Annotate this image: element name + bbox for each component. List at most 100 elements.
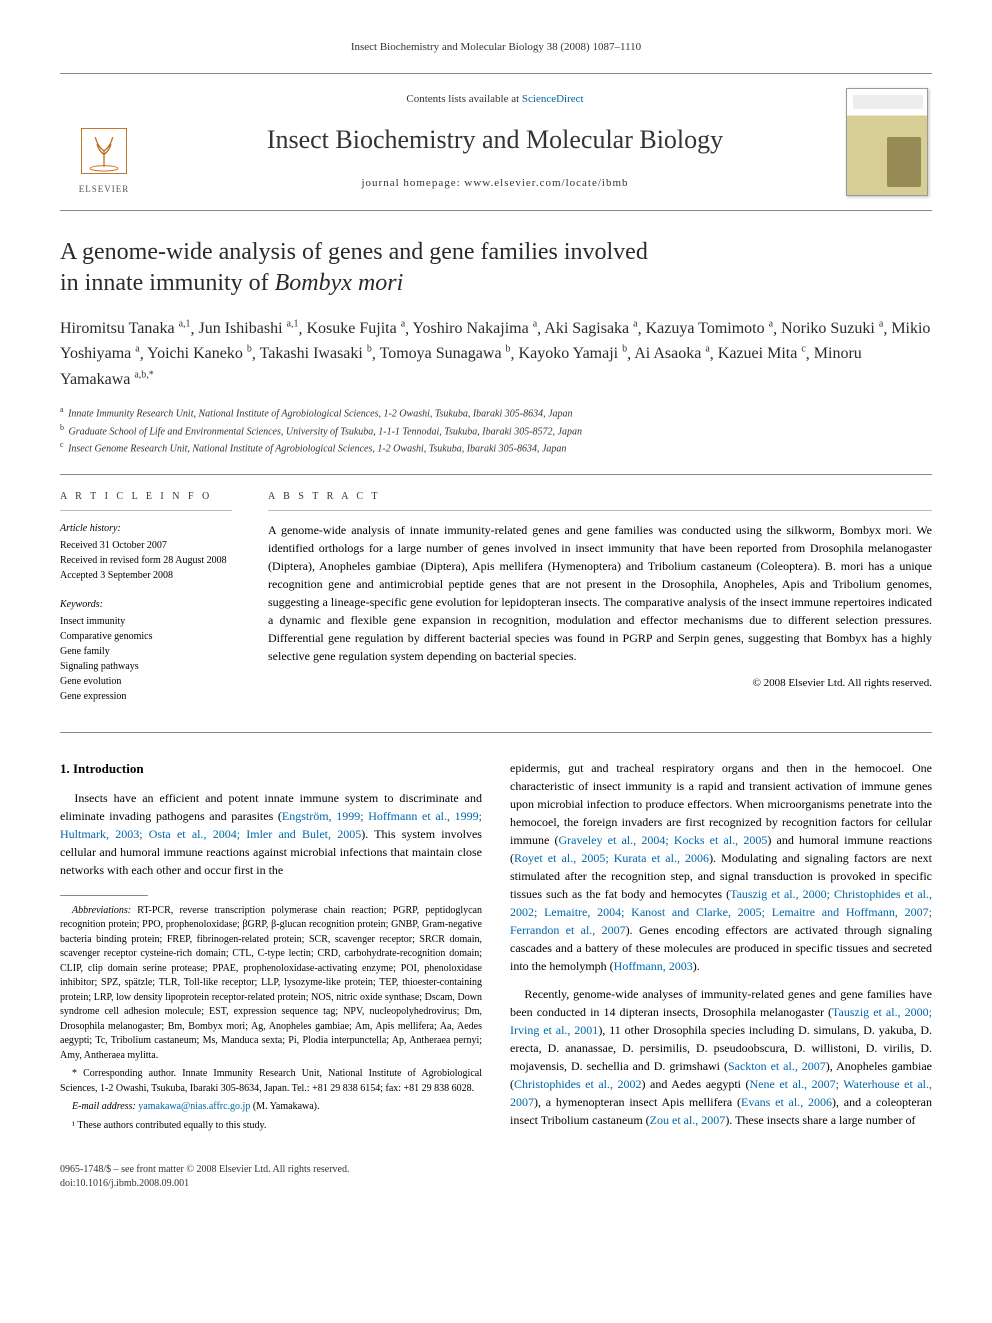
author: Noriko Suzuki a [781,320,883,337]
title-species: Bombyx mori [275,270,404,296]
author: Takashi Iwasaki b [260,345,372,362]
publisher-logo-block: ELSEVIER [60,82,148,201]
keyword: Gene evolution [60,674,232,689]
column-right: epidermis, gut and tracheal respiratory … [510,759,932,1139]
author: Jun Ishibashi a,1 [199,320,299,337]
corresponding-author-footnote: * Corresponding author. Innate Immunity … [60,1067,482,1096]
body-text: ) and Aedes aegypti ( [642,1077,750,1091]
sciencedirect-link[interactable]: ScienceDirect [522,93,584,105]
author: Yoichi Kaneko b [147,345,252,362]
author-affil-sup: a [705,344,709,355]
history-label: Article history: [60,521,232,536]
author-affil-sup: a,b,* [134,369,153,380]
abstract-head: A B S T R A C T [268,489,932,511]
email-label: E-mail address: [72,1101,136,1112]
article-info: A R T I C L E I N F O Article history: R… [60,475,250,732]
author: Kazuei Mita c [718,345,806,362]
author-affil-sup: b [247,344,252,355]
author-affil-sup: a [633,319,637,330]
abbrev-text: RT-PCR, reverse transcription polymerase… [60,905,482,1061]
citation-link[interactable]: Evans et al., 2006 [741,1095,832,1109]
body-paragraph: epidermis, gut and tracheal respiratory … [510,759,932,975]
history-line: Received in revised form 28 August 2008 [60,553,232,568]
author-affil-sup: b [506,344,511,355]
journal-homepage: journal homepage: www.elsevier.com/locat… [156,176,834,191]
column-left: 1. Introduction Insects have an efficien… [60,759,482,1139]
keyword: Comparative genomics [60,629,232,644]
elsevier-tree-icon [74,121,134,181]
keyword: Signaling pathways [60,659,232,674]
affiliation: c Insect Genome Research Unit, National … [60,439,932,456]
author-affil-sup: a,1 [287,319,299,330]
info-abstract-row: A R T I C L E I N F O Article history: R… [60,474,932,733]
body-text: ). [693,959,700,973]
citation-link[interactable]: Royet et al., 2005; Kurata et al., 2006 [514,851,709,865]
footnotes: Abbreviations: RT-PCR, reverse transcrip… [60,904,482,1134]
page-footer: 0965-1748/$ – see front matter © 2008 El… [60,1163,932,1191]
authors-list: Hiromitsu Tanaka a,1, Jun Ishibashi a,1,… [60,317,932,392]
abbreviations-footnote: Abbreviations: RT-PCR, reverse transcrip… [60,904,482,1064]
affiliation: b Graduate School of Life and Environmen… [60,422,932,439]
body-columns: 1. Introduction Insects have an efficien… [60,759,932,1139]
citation-link[interactable]: Graveley et al., 2004; Kocks et al., 200… [559,833,768,847]
email-suffix: (M. Yamakawa). [250,1101,319,1112]
author-affil-sup: a [135,344,139,355]
body-text: ). These insects share a large number of [725,1113,915,1127]
history-line: Accepted 3 September 2008 [60,568,232,583]
author-affil-sup: a [769,319,773,330]
author-affil-sup: a [533,319,537,330]
author-affil-sup: c [801,344,805,355]
abstract-body: A genome-wide analysis of innate immunit… [268,521,932,665]
author: Kayoko Yamaji b [519,345,628,362]
email-footnote: E-mail address: yamakawa@nias.affrc.go.j… [60,1100,482,1115]
journal-cover-icon [846,88,928,196]
author: Ai Asaoka a [634,345,710,362]
body-text: ), a hymenopteran insect Apis mellifera … [534,1095,741,1109]
author: Kosuke Fujita a [306,320,405,337]
keywords-block: Keywords: Insect immunity Comparative ge… [60,597,232,704]
section-1-head: 1. Introduction [60,759,482,779]
footer-doi: doi:10.1016/j.ibmb.2008.09.001 [60,1177,349,1191]
affil-sup: a [60,405,66,414]
keywords-label: Keywords: [60,597,232,612]
journal-name: Insect Biochemistry and Molecular Biolog… [156,122,834,158]
author: Aki Sagisaka a [544,320,637,337]
email-link[interactable]: yamakawa@nias.affrc.go.jp [138,1101,250,1112]
masthead: ELSEVIER Contents lists available at Sci… [60,73,932,210]
contents-prefix: Contents lists available at [406,93,521,105]
publisher-label: ELSEVIER [79,183,130,196]
affil-sup: c [60,440,66,449]
author-affil-sup: a [879,319,883,330]
footer-copyright: 0965-1748/$ – see front matter © 2008 El… [60,1163,349,1177]
affiliation: a Innate Immunity Research Unit, Nationa… [60,404,932,421]
title-line2-prefix: in innate immunity of [60,270,275,296]
citation-link[interactable]: Christophides et al., 2002 [514,1077,642,1091]
citation-link[interactable]: Sackton et al., 2007 [728,1059,826,1073]
abbrev-label: Abbreviations: [72,905,131,916]
author-affil-sup: a [401,319,405,330]
body-paragraph: Insects have an efficient and potent inn… [60,789,482,879]
citation-link[interactable]: Zou et al., 2007 [650,1113,726,1127]
running-header: Insect Biochemistry and Molecular Biolog… [60,40,932,55]
history-line: Received 31 October 2007 [60,538,232,553]
author: Hiromitsu Tanaka a,1 [60,320,191,337]
keyword: Gene expression [60,689,232,704]
author-affil-sup: b [367,344,372,355]
footer-left: 0965-1748/$ – see front matter © 2008 El… [60,1163,349,1191]
affil-sup: b [60,423,66,432]
footnote-separator [60,895,148,896]
body-paragraph: Recently, genome-wide analyses of immuni… [510,985,932,1129]
contents-available-line: Contents lists available at ScienceDirec… [156,92,834,107]
equal-contribution-footnote: ¹ These authors contributed equally to t… [60,1119,482,1134]
author-affil-sup: b [622,344,627,355]
citation-link[interactable]: Hoffmann, 2003 [614,959,693,973]
author: Yoshiro Nakajima a [413,320,538,337]
keyword: Insect immunity [60,614,232,629]
abstract: A B S T R A C T A genome-wide analysis o… [250,475,932,732]
masthead-center: Contents lists available at ScienceDirec… [148,82,842,201]
cover-thumbnail [842,82,932,201]
author: Kazuya Tomimoto a [646,320,773,337]
article-history: Article history: Received 31 October 200… [60,521,232,583]
author: Tomoya Sunagawa b [380,345,511,362]
abstract-copyright: © 2008 Elsevier Ltd. All rights reserved… [268,675,932,692]
